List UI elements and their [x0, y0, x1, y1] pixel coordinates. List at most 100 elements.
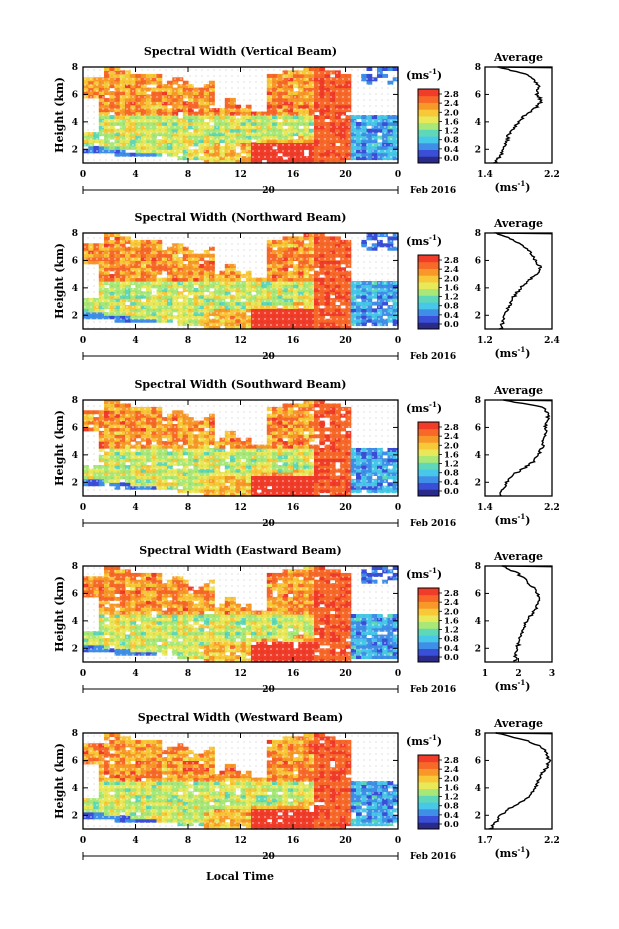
colorbar-swatch: [418, 136, 439, 144]
average-y-tick-label: 4: [475, 284, 481, 294]
colorbar-tick-label: 0.0: [444, 154, 459, 164]
colorbar-swatch: [418, 448, 439, 457]
panel-3: Spectral Width (Southward Beam)2468Heigh…: [53, 378, 560, 529]
y-tick-label: 6: [72, 256, 78, 266]
x-tick-label: 16: [287, 336, 300, 346]
y-tick-label: 8: [72, 396, 78, 406]
colorbar-swatch: [418, 122, 439, 130]
y-tick-label: 6: [72, 423, 78, 433]
colorbar-tick-label: 0.8: [444, 469, 459, 479]
average-profile-line: [499, 399, 553, 497]
average-profile-line: [493, 232, 553, 330]
unit-close: ): [437, 69, 442, 82]
panel-1: Spectral Width (Vertical Beam)2468Height…: [53, 45, 560, 196]
colorbar-swatch: [418, 142, 439, 150]
colorbar-tick-label: 2.4: [444, 99, 459, 109]
y-axis-label: Height (km): [53, 410, 66, 486]
colorbar-tick-label: 0.4: [444, 311, 459, 321]
x-tick-label: 12: [234, 336, 247, 346]
average-y-tick-label: 8: [475, 396, 481, 406]
colorbar-swatch: [418, 295, 439, 303]
colorbar-frame: [417, 88, 440, 164]
unit-superscript: -1: [518, 179, 526, 188]
average-y-tick-label: 6: [475, 256, 481, 266]
average-frame: [484, 66, 553, 164]
colorbar-tick-label: 2.4: [444, 265, 459, 275]
colorbar-swatch: [418, 462, 439, 470]
y-tick-label: 6: [72, 90, 78, 100]
x-tick-label: 4: [132, 170, 138, 180]
colorbar-tick-label: 2.0: [444, 441, 459, 451]
colorbar-tick-label: 2.0: [444, 274, 459, 284]
colorbar-swatch: [418, 109, 439, 117]
day-marker: 20: [262, 519, 275, 529]
colorbar-unit: (ms-1): [406, 233, 442, 248]
colorbar-swatch: [418, 422, 439, 430]
x-tick-label: 20: [339, 336, 352, 346]
average-y-tick-label: 8: [475, 63, 481, 73]
average-unit: (ms-1): [494, 512, 530, 527]
average-frame: [484, 399, 553, 497]
date-label: Feb 2016: [410, 186, 456, 196]
day-marker: 20: [262, 186, 275, 196]
colorbar-swatch: [418, 428, 439, 436]
unit-close: ): [525, 347, 530, 360]
day-marker: 20: [262, 352, 275, 362]
x-tick-label: 0: [80, 503, 86, 513]
panel-title: Spectral Width (Northward Beam): [135, 211, 347, 224]
panel-title: Spectral Width (Eastward Beam): [139, 544, 341, 557]
average-x-tick-label: 1.2: [477, 336, 493, 346]
colorbar-swatch: [418, 288, 439, 296]
average-frame: [484, 232, 553, 330]
colorbar-tick-label: 2.0: [444, 108, 459, 118]
colorbar-swatch: [418, 281, 439, 290]
x-tick-label: 8: [185, 336, 191, 346]
average-y-tick-label: 6: [475, 423, 481, 433]
unit-superscript: -1: [518, 512, 526, 521]
x-tick-label: 0: [395, 170, 401, 180]
x-tick-label: 8: [185, 170, 191, 180]
x-tick-label: 20: [339, 503, 352, 513]
colorbar-swatch: [418, 115, 439, 124]
colorbar-tick-label: 1.6: [444, 450, 459, 460]
x-tick-label: 16: [287, 170, 300, 180]
colorbar-swatch: [418, 435, 439, 443]
colorbar-swatch: [418, 482, 439, 490]
unit-superscript: -1: [518, 345, 526, 354]
colorbar-swatch: [418, 489, 439, 497]
x-tick-label: 0: [395, 503, 401, 513]
texture-overlay: [83, 400, 398, 496]
x-tick-label: 0: [80, 170, 86, 180]
y-tick-label: 4: [72, 118, 78, 128]
colorbar-frame: [417, 254, 440, 330]
y-tick-label: 4: [72, 284, 78, 294]
x-tick-label: 0: [80, 336, 86, 346]
x-tick-label: 8: [185, 503, 191, 513]
unit-superscript: -1: [429, 67, 437, 76]
average-y-tick-label: 8: [475, 229, 481, 239]
average-title: Average: [493, 51, 543, 64]
colorbar-swatch: [418, 95, 439, 103]
average-unit: (ms-1): [494, 345, 530, 360]
average-title: Average: [493, 217, 543, 230]
date-label: Feb 2016: [410, 519, 456, 529]
colorbar-tick-label: 1.2: [444, 460, 459, 470]
colorbar-tick-label: 0.8: [444, 302, 459, 312]
colorbar-swatch: [418, 156, 439, 164]
colorbar-swatch: [418, 149, 439, 157]
average-y-tick-label: 6: [475, 90, 481, 100]
colorbar-swatch: [418, 129, 439, 137]
y-tick-label: 2: [72, 145, 78, 155]
texture-overlay: [83, 67, 398, 163]
average-x-tick-label: 2.2: [544, 503, 560, 513]
colorbar-swatch: [418, 315, 439, 323]
average-y-tick-label: 4: [475, 118, 481, 128]
average-title: Average: [493, 384, 543, 397]
unit-superscript: -1: [429, 233, 437, 242]
colorbar-swatch: [418, 255, 439, 263]
y-tick-label: 8: [72, 229, 78, 239]
y-axis-label: Height (km): [53, 243, 66, 319]
